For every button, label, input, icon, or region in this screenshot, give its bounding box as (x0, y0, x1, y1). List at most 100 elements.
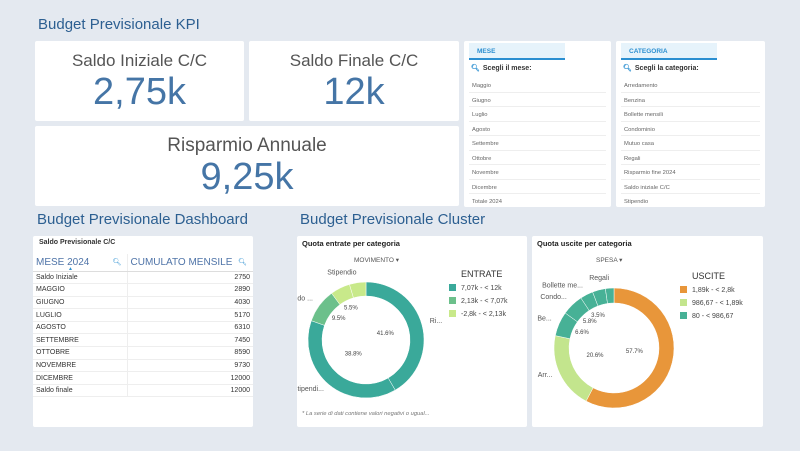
cell-mese: OTTOBRE (33, 346, 127, 360)
mese-search[interactable]: 🔍︎ Scegli il mese: (471, 64, 532, 72)
saldo-table-card: Saldo Previsionale C/C MESE 2024 ▲ 🔍︎ CUMU… (33, 236, 253, 427)
slice-category-label: Saldo ... (297, 296, 313, 303)
slice-category-label: Stipendi... (297, 386, 324, 393)
cell-cumulato: 5170 (126, 308, 253, 322)
cell-mese: DICEMBRE (33, 371, 127, 385)
categoria-filter: CATEGORIA 🔍︎ Scegli la categoria: Arredam… (616, 41, 765, 207)
spesa-dropdown[interactable]: SPESA ▾ (596, 256, 622, 264)
kpi-label: Risparmio Annuale (167, 135, 327, 156)
slice-category-label: Ri... (430, 318, 443, 325)
filter-option[interactable]: Condominio (621, 122, 760, 136)
cell-cumulato: 2890 (126, 283, 253, 297)
kpi-section-title: Budget Previsionale KPI (38, 16, 200, 33)
table-row: AGOSTO 6310 (33, 321, 253, 335)
kpi-value: 12k (323, 71, 385, 113)
legend-label: -2,8k - < 2,13k (461, 311, 506, 318)
filter-option[interactable]: Arredamento (621, 78, 760, 93)
donut-slice[interactable] (365, 281, 425, 391)
kpi-card-saldo-finale: Saldo Finale C/C 12k (249, 41, 459, 121)
kpi-value: 9,25k (200, 156, 294, 198)
donut-slice[interactable] (553, 335, 594, 402)
mese-tab[interactable]: MESE (469, 43, 565, 60)
dashboard-section-title: Budget Previsionale Dashboard (37, 211, 248, 228)
cell-mese: Saldo finale (33, 384, 127, 398)
cell-mese: AGOSTO (33, 321, 127, 335)
filter-option[interactable]: Bollette mensili (621, 107, 760, 122)
legend-title: USCITE (692, 271, 726, 281)
table-row: Saldo finale 12000 (33, 384, 253, 398)
legend-swatch (680, 312, 687, 319)
cell-mese: GIUGNO (33, 296, 127, 310)
filter-option[interactable]: Dicembre (469, 180, 606, 194)
header-label: MESE 2024 (36, 256, 90, 268)
legend-item[interactable]: -2,8k - < 2,13k (449, 310, 506, 318)
filter-option[interactable]: Settembre (469, 136, 606, 151)
header-label: CUMULATO MENSILE (130, 256, 233, 268)
categoria-list[interactable]: Arredamento Benzina Bollette mensili Condom… (621, 78, 760, 205)
chart-title: Quota entrate per categoria (302, 239, 400, 248)
filter-option[interactable]: Maggio (469, 78, 606, 93)
categoria-search[interactable]: 🔍︎ Scegli la categoria: (623, 64, 699, 72)
caret-down-icon: ▾ (619, 257, 623, 264)
slice-category-label: Bollette me... (542, 283, 583, 290)
donut-slice[interactable] (349, 281, 367, 299)
slice-pct-label: 3.5% (591, 313, 605, 319)
caret-down-icon: ▾ (395, 257, 400, 264)
table-row: Saldo Iniziale 2750 (33, 271, 253, 285)
filter-option[interactable]: Giugno (469, 93, 606, 107)
slice-pct-label: 5.8% (583, 319, 597, 325)
cell-cumulato: 6310 (126, 321, 253, 335)
column-header-cumulato[interactable]: CUMULATO MENSILE 🔍︎ (126, 254, 253, 272)
entrate-chart-card: Quota entrate per categoria MOVIMENTO ▾ … (297, 236, 527, 427)
search-icon[interactable]: 🔍︎ (112, 259, 122, 266)
legend-item[interactable]: 2,13k - < 7,07k (449, 297, 508, 305)
table-row: OTTOBRE 8590 (33, 346, 253, 360)
filter-option[interactable]: Benzina (621, 93, 760, 107)
donut-slice[interactable] (605, 287, 615, 304)
table-row: DICEMBRE 12000 (33, 371, 253, 385)
kpi-value: 2,75k (93, 71, 186, 113)
filter-option[interactable]: Regali (621, 151, 760, 165)
filter-option[interactable]: Stipendio (621, 194, 760, 205)
uscite-donut: 57.7% 20.6% Arr... 6.6% Be... 5.8% Condo... 3.5… (537, 275, 675, 409)
slice-pct-label: 41.6% (377, 331, 395, 337)
slice-category-label: Stipendio (327, 270, 356, 277)
legend-item[interactable]: 986,67 - < 1,89k (680, 299, 743, 307)
categoria-tab[interactable]: CATEGORIA (621, 43, 717, 60)
legend-item[interactable]: 80 - < 986,67 (680, 312, 733, 320)
table-row: LUGLIO 5170 (33, 308, 253, 322)
mese-list[interactable]: Maggio Giugno Luglio Agosto Settembre Ottobre… (469, 78, 606, 205)
slice-pct-label: 57.7% (626, 349, 644, 355)
uscite-chart-card: Quota uscite per categoria SPESA ▾ 57.7%… (532, 236, 763, 427)
legend-label: 986,67 - < 1,89k (692, 300, 743, 307)
filter-option[interactable]: Risparmio fine 2024 (621, 165, 760, 180)
chart-footnote: * La serie di dati contiene valori negat… (302, 411, 430, 417)
dropdown-label: SPESA (596, 257, 618, 264)
column-header-mese[interactable]: MESE 2024 ▲ 🔍︎ (33, 254, 127, 272)
kpi-label: Saldo Iniziale C/C (71, 51, 208, 70)
cell-mese: SETTEMBRE (33, 333, 127, 348)
movimento-dropdown[interactable]: MOVIMENTO ▾ (354, 256, 399, 264)
filter-option[interactable]: Luglio (469, 107, 606, 122)
search-icon[interactable]: 🔍︎ (238, 259, 247, 266)
slice-category-label: Regali (589, 275, 609, 282)
filter-option[interactable]: Mutuo casa (621, 136, 760, 151)
legend-swatch (680, 286, 687, 293)
categoria-prompt: Scegli la categoria: (634, 65, 699, 72)
filter-option[interactable]: Totale 2024 (469, 194, 606, 205)
search-icon: 🔍︎ (623, 65, 632, 72)
legend-label: 1,89k - < 2,8k (692, 287, 735, 294)
kpi-card-saldo-iniziale: Saldo Iniziale C/C 2,75k (35, 41, 244, 121)
slice-category-label: Be... (537, 316, 551, 323)
cell-cumulato: 12000 (126, 371, 253, 385)
filter-option[interactable]: Agosto (469, 122, 606, 136)
legend-item[interactable]: 1,89k - < 2,8k (680, 286, 735, 294)
filter-option[interactable]: Saldo iniziale C/C (621, 180, 760, 194)
sort-asc-icon[interactable]: ▲ (68, 266, 73, 272)
legend-swatch (680, 299, 687, 306)
legend-item[interactable]: 7,07k - < 12k (449, 284, 502, 292)
filter-option[interactable]: Ottobre (469, 151, 606, 165)
table-row: NOVEMBRE 9730 (33, 359, 253, 373)
donut-slice[interactable] (585, 287, 675, 409)
filter-option[interactable]: Novembre (469, 165, 606, 180)
